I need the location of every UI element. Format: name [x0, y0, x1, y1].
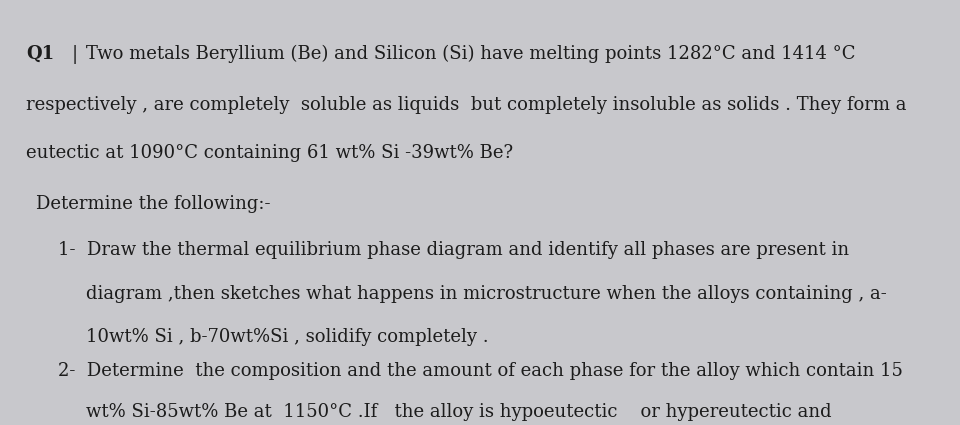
Text: 2-  Determine  the composition and the amount of each phase for the alloy which : 2- Determine the composition and the amo… — [58, 362, 902, 380]
Text: diagram ,then sketches what happens in microstructure when the alloys containing: diagram ,then sketches what happens in m… — [86, 285, 887, 303]
Text: 10wt% Si , b-70wt%Si , solidify completely .: 10wt% Si , b-70wt%Si , solidify complete… — [86, 328, 489, 346]
Text: respectively , are completely  soluble as liquids  but completely insoluble as s: respectively , are completely soluble as… — [26, 96, 906, 113]
Text: Two metals Beryllium (Be) and Silicon (Si) have melting points 1282°C and 1414 °: Two metals Beryllium (Be) and Silicon (S… — [86, 45, 856, 63]
Text: Determine the following:-: Determine the following:- — [36, 196, 270, 213]
Text: Q1: Q1 — [26, 45, 54, 62]
Text: eutectic at 1090°C containing 61 wt% Si -39wt% Be?: eutectic at 1090°C containing 61 wt% Si … — [26, 144, 513, 162]
Text: 1-  Draw the thermal equilibrium phase diagram and identify all phases are prese: 1- Draw the thermal equilibrium phase di… — [58, 241, 849, 259]
Text: wt% Si-85wt% Be at  1150°C .If   the alloy is hypoeutectic    or hypereutectic a: wt% Si-85wt% Be at 1150°C .If the alloy … — [86, 403, 832, 421]
Text: |: | — [72, 45, 78, 64]
